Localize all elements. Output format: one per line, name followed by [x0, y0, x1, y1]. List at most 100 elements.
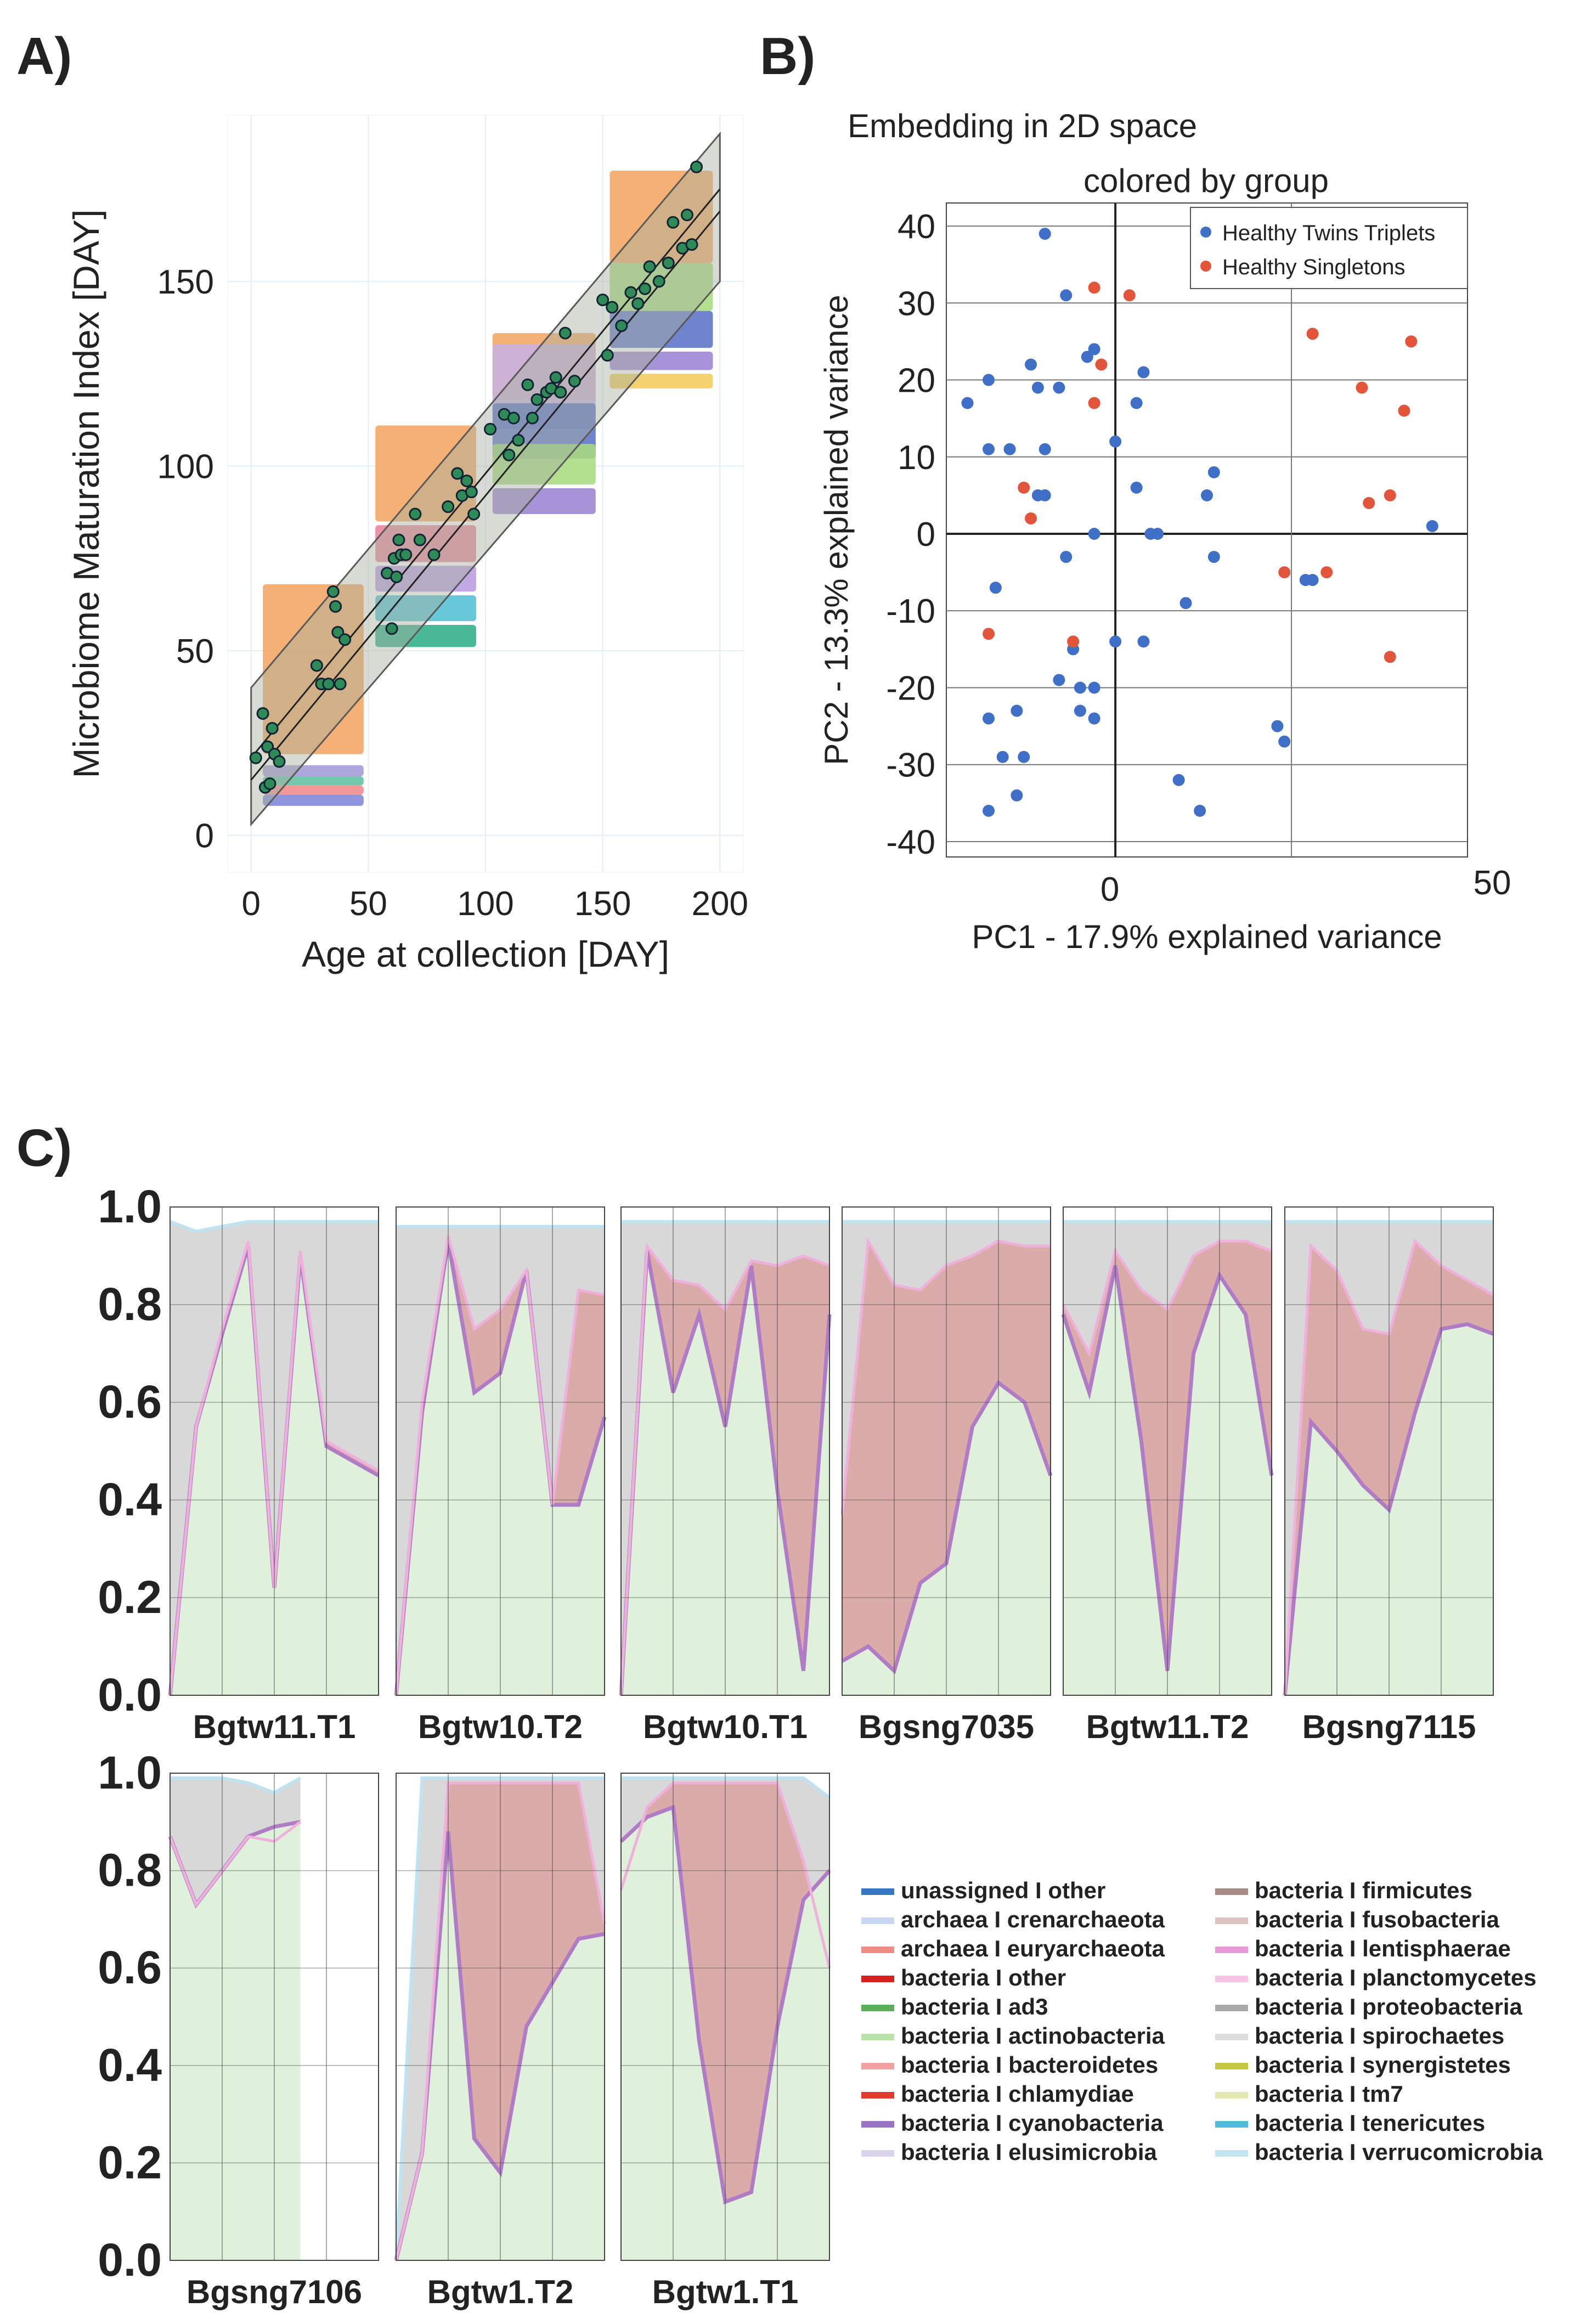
- y-tick-label-c: 0.6: [98, 1376, 162, 1428]
- y-tick-label-c: 0.0: [98, 1669, 162, 1721]
- twins-point: [1194, 804, 1206, 817]
- twins-point: [1038, 228, 1051, 240]
- legend-marker-b: [1200, 261, 1211, 272]
- y-tick-label: -40: [886, 823, 935, 861]
- sample-point: [558, 326, 572, 340]
- legend-box-b: [1190, 207, 1468, 289]
- singletons-point: [1363, 497, 1375, 509]
- panel-label-c: C): [16, 1119, 72, 1177]
- twins-point: [1060, 551, 1073, 563]
- twins-point: [1018, 751, 1030, 763]
- singletons-point: [1306, 328, 1319, 340]
- sample-point: [392, 533, 405, 546]
- sample-point: [467, 507, 481, 521]
- twins-point: [1207, 466, 1220, 478]
- legend-swatch-c: [1215, 1976, 1248, 1982]
- chart-b-title-line2: colored by group: [1083, 162, 1329, 199]
- legend-label-c: bacteria I synergistetes: [1255, 2052, 1511, 2078]
- age-bin-bar: [609, 351, 713, 370]
- y-tick-label: 100: [157, 448, 214, 486]
- y-tick-label: -20: [886, 669, 935, 707]
- subplot-label: Bgsng7106: [187, 2274, 362, 2310]
- sample-point: [338, 633, 352, 646]
- twins-point: [1053, 674, 1065, 686]
- legend-swatch-c: [861, 2121, 894, 2128]
- legend-swatch-c: [1215, 2005, 1248, 2011]
- bacteroidetes-boundary-line: [168, 1820, 301, 1908]
- x-tick-label: 100: [457, 885, 513, 923]
- legend-label-c: bacteria I spirochaetes: [1255, 2023, 1504, 2049]
- sample-point: [334, 678, 347, 691]
- singletons-point: [1356, 381, 1368, 394]
- singletons-point: [1384, 651, 1396, 663]
- twins-point: [1025, 358, 1037, 371]
- twins-point: [1011, 789, 1023, 802]
- twins-point: [1081, 351, 1093, 363]
- y-tick-label-c: 0.2: [98, 1571, 162, 1623]
- twins-point: [1130, 481, 1143, 494]
- legend-label-c: bacteria I elusimicrobia: [901, 2139, 1158, 2165]
- subplot-bgsng7035: Bgsng7035: [840, 1206, 1053, 1745]
- y-tick-label: -10: [886, 593, 935, 630]
- twins-point: [983, 443, 995, 455]
- subplot-bgtw11-t2: Bgtw11.T2: [1061, 1206, 1274, 1745]
- sample-point: [310, 659, 323, 672]
- legend-swatch-c: [1215, 1917, 1248, 1924]
- sample-point: [465, 486, 478, 499]
- twins-point: [1031, 381, 1044, 394]
- sample-point: [503, 448, 516, 461]
- sample-point: [680, 208, 693, 222]
- sample-point: [507, 411, 520, 425]
- subplot-border: [1284, 1206, 1494, 1696]
- sample-point: [263, 777, 276, 790]
- twins-point: [1426, 520, 1438, 532]
- sample-point: [442, 500, 455, 514]
- age-bin-bar: [492, 488, 596, 515]
- sample-point: [667, 216, 680, 229]
- twins-point: [1038, 443, 1051, 455]
- legend-label-c: bacteria I verrucomicrobia: [1255, 2139, 1543, 2165]
- legend-label-c: bacteria I planctomycetes: [1255, 1965, 1537, 1990]
- legend-label-b: Healthy Twins Triplets: [1222, 221, 1435, 245]
- panel-label-b: B): [760, 27, 815, 86]
- twins-point: [983, 804, 995, 817]
- x-axis-label: Age at collection [DAY]: [302, 934, 669, 974]
- legend-label-c: bacteria I tenericutes: [1255, 2110, 1485, 2136]
- y-tick-label-c: 0.4: [98, 2039, 162, 2091]
- singletons-point: [1067, 635, 1080, 648]
- legend-label-b: Healthy Singletons: [1222, 255, 1406, 279]
- twins-point: [1060, 289, 1073, 302]
- legend-label-c: bacteria I ad3: [901, 1994, 1048, 2020]
- y-axis-label: Microbiome Maturation Index [DAY]: [66, 210, 106, 779]
- chart-c-legend: unassigned I other archaea I crenarchaeot…: [861, 1877, 1543, 2165]
- x-tick-label: 50: [349, 885, 387, 923]
- y-tick-label: 0: [195, 817, 214, 855]
- singletons-point: [1320, 566, 1333, 579]
- legend-marker-b: [1200, 227, 1211, 238]
- twins-point: [1179, 597, 1192, 610]
- sample-point: [601, 349, 614, 362]
- subplot-border: [620, 1206, 830, 1696]
- y-tick-label-c: 0.6: [98, 1942, 162, 1993]
- twins-point: [996, 751, 1009, 763]
- x-tick-label: 150: [574, 885, 631, 923]
- singletons-point: [1095, 358, 1108, 371]
- sample-point: [399, 548, 413, 561]
- subplot-bgsng7106: Bgsng7106: [168, 1773, 379, 2310]
- sample-point: [606, 301, 619, 314]
- sample-point: [385, 622, 398, 635]
- top-boundary-line: [170, 1776, 301, 1795]
- sample-point: [331, 625, 345, 639]
- age-bin-bar: [609, 170, 713, 263]
- subplot-border: [620, 1773, 830, 2261]
- sample-point: [526, 411, 539, 425]
- sample-point: [631, 297, 645, 310]
- sample-point: [326, 585, 340, 598]
- x-tick-label: 0: [1100, 871, 1119, 909]
- proteobacteria-area: [842, 1221, 1051, 1515]
- sample-point: [390, 570, 403, 583]
- twins-point: [1074, 704, 1086, 717]
- legend-label-c: bacteria I bacteroidetes: [901, 2052, 1158, 2078]
- twins-point: [1088, 712, 1100, 725]
- twins-point: [1207, 551, 1220, 563]
